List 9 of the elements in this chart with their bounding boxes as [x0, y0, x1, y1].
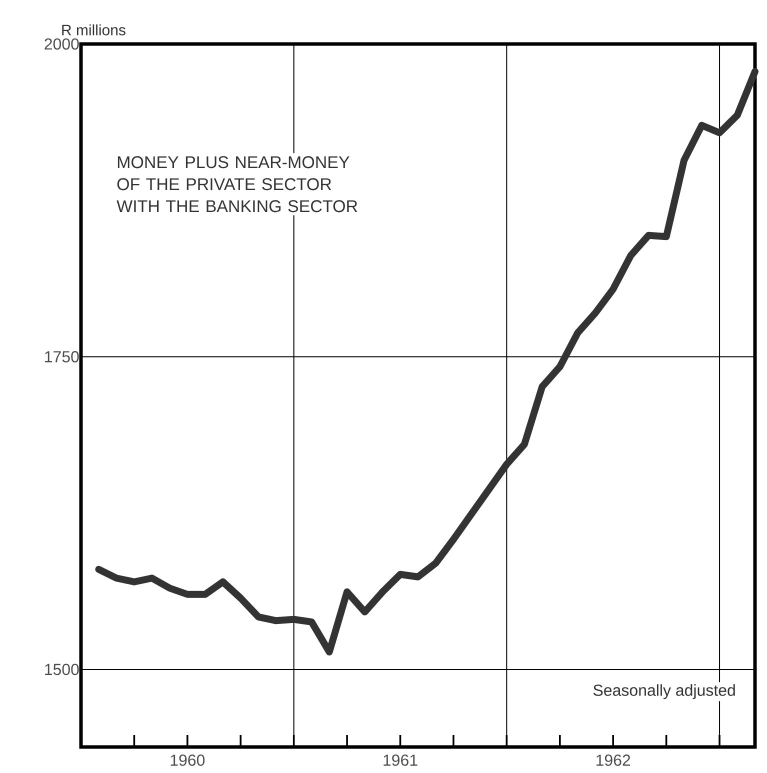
x-tick-label: 1961 — [384, 754, 418, 766]
text: MONEY PLUS NEAR-MONEY OF THE PRIVATE SECTOR WITH THE BANKING SECTOR — [116, 156, 358, 212]
y-axis-title: R millions — [62, 24, 126, 36]
annotation: Seasonally adjusted — [593, 684, 735, 700]
x-tick-label: 1962 — [596, 754, 630, 766]
y-tick-label: 1750 — [45, 351, 79, 362]
x-tick-label: 1960 — [170, 754, 205, 766]
y-tick-label: 1500 — [45, 664, 79, 676]
y-tick-label: 2000 — [44, 38, 79, 50]
